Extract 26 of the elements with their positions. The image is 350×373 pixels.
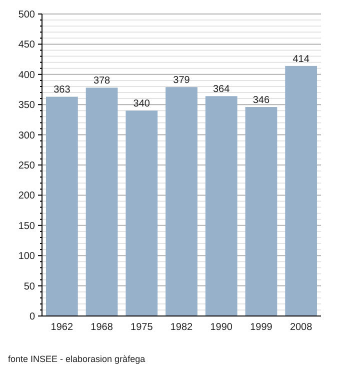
y-tick-label: 250 xyxy=(18,160,36,172)
y-tick-label: 350 xyxy=(18,100,36,112)
y-tick-label: 500 xyxy=(18,10,36,20)
x-tick-label: 1999 xyxy=(250,322,273,333)
x-tick-label: 1990 xyxy=(210,322,233,333)
data-label: 378 xyxy=(93,76,111,87)
source-note: fonte INSEE - elaborasion gràfega xyxy=(8,354,146,364)
data-label: 379 xyxy=(173,75,190,86)
y-tick-label: 50 xyxy=(24,281,36,292)
y-tick-label: 200 xyxy=(18,190,36,202)
data-label: 364 xyxy=(213,84,230,96)
y-tick-label: 450 xyxy=(18,40,36,51)
x-tick-label: 2008 xyxy=(290,322,313,333)
data-label: 340 xyxy=(133,98,150,110)
x-tick-label: 1982 xyxy=(170,322,194,333)
x-tick-label: 1962 xyxy=(50,322,74,333)
y-tick-label: 300 xyxy=(18,130,36,142)
data-label: 414 xyxy=(292,54,310,65)
y-tick-label: 400 xyxy=(18,70,36,81)
x-tick-label: 1968 xyxy=(90,322,114,333)
data-label: 346 xyxy=(252,95,270,106)
x-tick-label: 1975 xyxy=(130,322,154,333)
data-label: 363 xyxy=(54,84,71,96)
y-tick-label: 100 xyxy=(18,251,36,262)
y-tick-label: 150 xyxy=(18,220,36,232)
y-tick-label: 0 xyxy=(29,312,36,322)
